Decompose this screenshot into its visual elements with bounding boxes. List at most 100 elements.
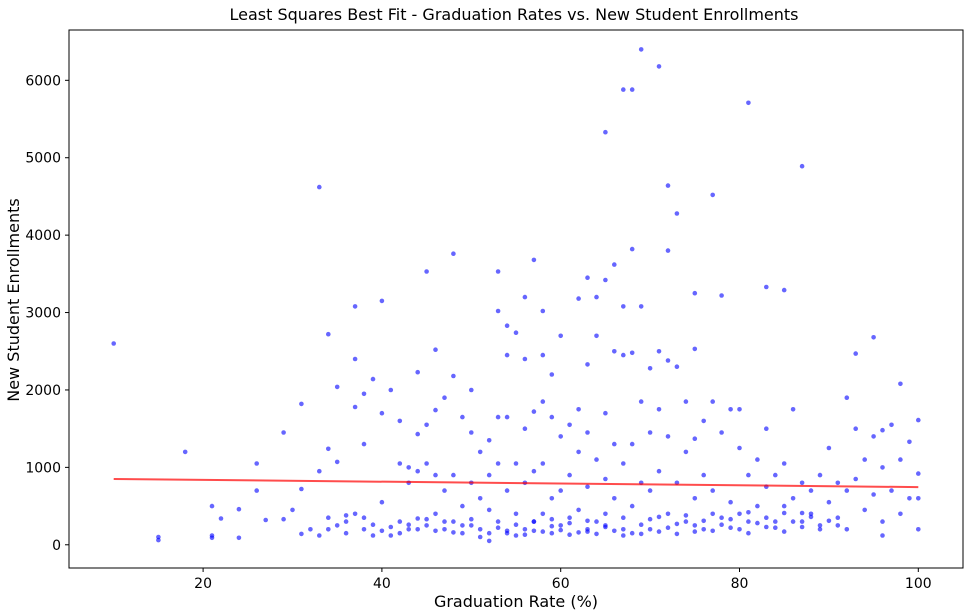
data-point-11 <box>254 488 259 493</box>
data-point-43 <box>379 410 385 416</box>
data-point-199 <box>746 472 751 478</box>
data-point-237 <box>880 519 885 524</box>
data-point-72 <box>451 519 456 524</box>
data-point-55 <box>415 431 421 437</box>
data-point-156 <box>629 503 635 509</box>
data-point-166 <box>656 349 662 354</box>
data-point-69 <box>451 251 456 256</box>
data-point-297 <box>477 527 483 532</box>
data-point-39 <box>361 527 367 532</box>
data-point-101 <box>522 356 528 362</box>
data-point-282 <box>773 525 778 530</box>
y-tick-label-2000: 2000 <box>25 383 61 399</box>
data-point-314 <box>710 511 715 517</box>
y-tick-label-5000: 5000 <box>25 151 61 167</box>
data-point-86 <box>486 538 492 544</box>
data-point-231 <box>862 507 867 513</box>
data-point-122 <box>567 422 572 428</box>
data-point-277 <box>728 516 733 522</box>
x-tick-label-20: 20 <box>194 576 212 592</box>
data-point-213 <box>799 163 805 169</box>
x-tick-label-60: 60 <box>552 576 570 592</box>
data-point-215 <box>799 519 805 524</box>
data-point-312 <box>674 521 680 527</box>
data-point-212 <box>790 496 796 501</box>
data-point-302 <box>388 524 394 530</box>
data-point-179 <box>683 519 689 524</box>
data-point-53 <box>406 527 412 532</box>
data-point-3 <box>182 449 188 455</box>
data-point-276 <box>719 522 724 527</box>
data-point-33 <box>352 356 358 362</box>
data-point-63 <box>433 407 438 413</box>
data-point-268 <box>647 516 653 522</box>
data-point-116 <box>549 496 555 501</box>
data-point-136 <box>594 457 599 462</box>
data-point-232 <box>871 335 876 340</box>
data-point-315 <box>728 525 733 530</box>
data-point-107 <box>531 468 537 474</box>
data-point-88 <box>495 308 501 314</box>
data-point-20 <box>317 184 322 190</box>
data-point-229 <box>853 476 858 482</box>
data-point-12 <box>263 517 269 523</box>
data-point-226 <box>844 527 850 532</box>
data-point-150 <box>621 461 626 466</box>
data-point-38 <box>361 515 367 520</box>
data-point-186 <box>701 527 706 532</box>
data-point-76 <box>469 387 474 393</box>
data-point-283 <box>781 510 787 516</box>
data-point-9 <box>236 535 242 541</box>
data-point-189 <box>710 488 715 493</box>
data-point-98 <box>513 461 519 466</box>
data-point-260 <box>576 530 581 535</box>
data-point-274 <box>701 518 706 524</box>
data-point-68 <box>442 527 447 532</box>
data-point-203 <box>764 284 769 290</box>
data-point-130 <box>585 362 590 367</box>
x-axis-label: Graduation Rate (%) <box>434 592 598 611</box>
data-point-2 <box>156 537 161 543</box>
data-point-51 <box>406 465 412 470</box>
data-point-256 <box>540 529 546 534</box>
data-point-184 <box>701 418 706 424</box>
y-axis-ticks: 0 1000 2000 3000 4000 5000 6000 <box>25 73 69 554</box>
data-point-105 <box>531 257 537 263</box>
data-point-211 <box>790 407 796 412</box>
data-point-47 <box>388 533 394 538</box>
data-point-126 <box>576 407 581 412</box>
data-point-255 <box>531 519 537 524</box>
data-point-182 <box>692 436 698 442</box>
data-point-250 <box>486 530 492 536</box>
data-point-28 <box>334 459 340 465</box>
data-point-313 <box>692 529 698 534</box>
data-point-154 <box>629 350 635 356</box>
data-point-8 <box>236 506 242 512</box>
data-point-309 <box>621 533 626 538</box>
data-point-159 <box>638 399 644 404</box>
data-point-71 <box>451 472 456 478</box>
data-point-301 <box>370 533 376 538</box>
data-point-25 <box>326 515 331 520</box>
data-point-113 <box>540 511 546 517</box>
data-point-258 <box>558 527 563 533</box>
data-point-94 <box>504 414 510 420</box>
data-point-173 <box>665 511 671 517</box>
data-point-128 <box>576 507 581 513</box>
data-point-316 <box>746 530 751 536</box>
data-point-248 <box>916 496 921 501</box>
data-point-244 <box>907 439 912 445</box>
data-point-191 <box>719 430 724 435</box>
data-point-67 <box>442 488 447 493</box>
data-point-208 <box>781 287 787 293</box>
data-point-137 <box>594 519 599 524</box>
data-point-32 <box>352 304 358 309</box>
data-point-16 <box>299 401 304 407</box>
data-point-288 <box>826 518 832 524</box>
data-point-210 <box>781 503 787 509</box>
data-point-200 <box>746 519 751 524</box>
data-point-172 <box>665 434 671 439</box>
data-point-35 <box>352 511 358 517</box>
data-point-62 <box>433 347 438 353</box>
data-point-60 <box>424 461 429 466</box>
